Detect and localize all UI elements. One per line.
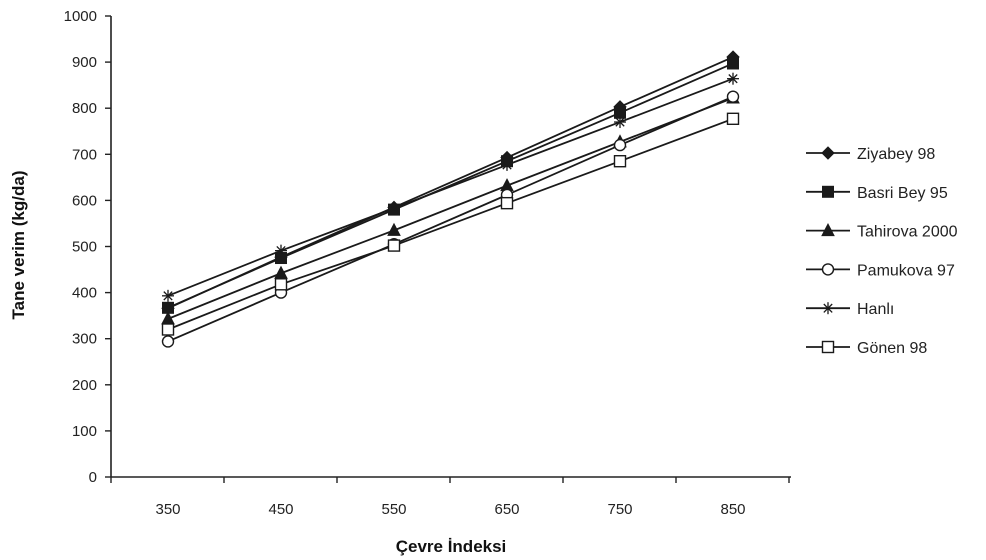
data-point	[162, 289, 174, 302]
series-line	[167, 62, 734, 309]
x-tick-label: 850	[720, 501, 745, 518]
x-tick-label: 450	[268, 501, 293, 518]
y-tick-label: 300	[72, 331, 97, 348]
y-tick-label: 1000	[64, 8, 97, 25]
x-axis-ticks: 350 450 550 650 750 850	[110, 477, 790, 518]
data-point	[613, 138, 627, 152]
data-point	[161, 323, 175, 336]
series-0	[161, 50, 740, 315]
series-layer	[161, 50, 740, 348]
y-tick-label: 700	[72, 146, 97, 163]
legend-item: Basri Bey 95	[806, 185, 948, 202]
x-tick-label: 550	[381, 501, 406, 518]
data-point	[821, 223, 835, 237]
series-5	[161, 112, 740, 336]
data-point	[500, 196, 514, 210]
legend-item: Gönen 98	[806, 340, 927, 357]
legend-item: Tahirova 2000	[806, 223, 958, 241]
y-tick-label: 800	[72, 100, 97, 117]
legend-label: Ziyabey 98	[857, 146, 935, 163]
y-axis-ticks: 0 100 200 300 400 500 600 700 800 900 1000	[64, 8, 111, 486]
data-point	[501, 158, 513, 171]
data-point	[726, 90, 740, 103]
data-point	[613, 155, 627, 168]
legend-label: Gönen 98	[857, 340, 927, 357]
data-point	[726, 112, 740, 126]
series-line	[167, 95, 734, 343]
legend-label: Basri Bey 95	[857, 185, 948, 202]
data-point	[727, 57, 739, 70]
legend-item: Hanlı	[806, 301, 894, 318]
data-point	[161, 335, 175, 348]
data-point	[387, 222, 401, 236]
data-point	[387, 239, 401, 252]
data-point	[614, 116, 626, 129]
y-axis-title: Tane verim (kg/da)	[9, 171, 28, 320]
data-point	[821, 146, 835, 160]
data-point	[821, 263, 835, 276]
series-line	[167, 117, 734, 331]
legend-label: Hanlı	[857, 301, 894, 318]
series-line	[167, 77, 734, 297]
series-4	[162, 72, 739, 302]
plot-area: 0 100 200 300 400 500 600 700 800 900 1000 350 450 5…	[64, 8, 791, 518]
legend: Ziyabey 98 Basri Bey 95 Tahirova 2000 Pamuk…	[806, 146, 958, 357]
y-tick-label: 400	[72, 285, 97, 302]
y-tick-label: 100	[72, 423, 97, 440]
legend-item: Pamukova 97	[806, 262, 955, 279]
x-axis-title: Çevre İndeksi	[396, 537, 507, 556]
y-tick-label: 600	[72, 192, 97, 209]
legend-label: Pamukova 97	[857, 262, 955, 279]
data-point	[822, 302, 834, 315]
series-line	[167, 97, 734, 320]
y-tick-label: 500	[72, 239, 97, 256]
data-point	[388, 202, 400, 215]
y-tick-label: 200	[72, 377, 97, 394]
series-2	[161, 90, 740, 325]
data-point	[821, 340, 835, 354]
y-tick-label: 900	[72, 54, 97, 71]
data-point	[822, 185, 834, 198]
data-point	[727, 72, 739, 85]
data-point	[275, 244, 287, 257]
legend-item: Ziyabey 98	[806, 146, 935, 163]
y-tick-label: 0	[89, 469, 97, 486]
data-point	[274, 278, 288, 291]
x-tick-label: 750	[607, 501, 632, 518]
x-tick-label: 350	[155, 501, 180, 518]
x-tick-label: 650	[494, 501, 519, 518]
legend-label: Tahirova 2000	[857, 224, 958, 241]
